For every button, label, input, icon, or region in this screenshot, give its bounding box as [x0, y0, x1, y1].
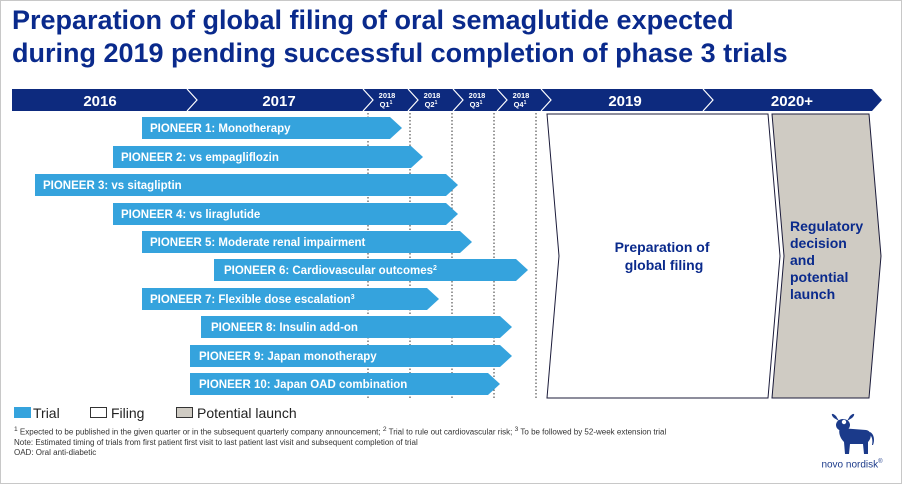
quarter-q2-text: Q2 [425, 100, 435, 109]
launch-label-line-5: launch [790, 286, 835, 302]
trial-arrow-3 [35, 174, 458, 196]
quarter-q3-sup: 1 [480, 100, 483, 106]
logo-registered-mark: ® [878, 459, 883, 465]
trial-arrow-7 [142, 288, 439, 310]
launch-chevron [771, 113, 882, 399]
launch-label-line-2: decision [790, 235, 847, 251]
trial-label-2: PIONEER 2: vs empagliflozin [121, 152, 279, 164]
trial-label-7: PIONEER 7: Flexible dose escalation3 [150, 294, 355, 306]
trial-label-4: PIONEER 4: vs liraglutide [121, 209, 260, 221]
timeline-separators [186, 88, 714, 112]
title-line-2: during 2019 pending successful completio… [12, 38, 788, 68]
quarter-q1-sup: 1 [390, 100, 393, 106]
filing-label-line-1: Preparation of [615, 239, 710, 255]
trial-arrow-1 [142, 117, 402, 139]
novo-nordisk-logo: novo nordisk® [812, 412, 892, 474]
launch-label: Regulatory decision and potential launch [790, 218, 867, 302]
trial-label-10: PIONEER 10: Japan OAD combination [199, 379, 407, 391]
filing-label: Preparation of global filing [615, 239, 714, 273]
quarter-q3-text: Q3 [470, 100, 480, 109]
filing-label-line-2: global filing [625, 257, 704, 273]
trial-label-4-text: PIONEER 4: vs liraglutide [121, 209, 260, 221]
trial-label-6-sup: 2 [433, 265, 437, 272]
year-2017: 2017 [262, 93, 295, 110]
logo-text: novo nordisk® [812, 459, 892, 470]
quarter-q2-label: Q21 [425, 100, 438, 109]
trial-arrow-6 [214, 259, 528, 281]
footnote-3-text: To be followed by 52-week extension tria… [518, 427, 667, 437]
footnote-line-2: Note: Estimated timing of trials from fi… [14, 437, 418, 447]
quarter-q3-year: 2018 [469, 91, 486, 100]
separator-q2 [452, 88, 464, 112]
separator-q1 [407, 88, 419, 112]
trial-arrow-2 [113, 146, 423, 168]
quarter-q1-year: 2018 [379, 91, 396, 100]
trial-arrow-9 [190, 345, 512, 367]
trial-arrow-10 [190, 373, 500, 395]
trial-label-7-sup: 3 [351, 294, 355, 301]
trial-arrow-4 [113, 203, 458, 225]
separator-2016 [186, 88, 198, 112]
footnote-2-text: Trial to rule out cardiovascular risk; [386, 427, 513, 437]
separator-2019 [702, 88, 714, 112]
year-2020-plus: 2020+ [771, 93, 813, 110]
legend-launch-swatch [176, 407, 193, 418]
legend-launch-label: Potential launch [197, 405, 297, 421]
trial-label-9: PIONEER 9: Japan monotherapy [199, 351, 377, 363]
year-2019: 2019 [608, 93, 641, 110]
trial-label-8: PIONEER 8: Insulin add-on [211, 322, 358, 334]
footnote-line-1: 1 Expected to be published in the given … [14, 425, 666, 438]
year-2016: 2016 [83, 93, 116, 110]
separator-2017 [362, 88, 374, 112]
separator-q4 [540, 88, 552, 112]
trial-arrow-8 [201, 316, 512, 338]
launch-label-line-3: and [790, 252, 815, 268]
timeline-diagram: 2016 2017 2018 Q11 2018 Q21 2018 Q31 201… [12, 88, 882, 400]
quarter-q3-label: Q31 [470, 100, 483, 109]
quarter-q4-label: Q41 [514, 100, 527, 109]
trial-label-5: PIONEER 5: Moderate renal impairment [150, 237, 366, 249]
trial-label-9-text: PIONEER 9: Japan monotherapy [199, 351, 377, 363]
launch-label-line-4: potential [790, 269, 848, 285]
apis-bull-icon [831, 413, 874, 454]
legend-trial-label: Trial [33, 405, 60, 421]
quarter-q1-text: Q1 [380, 100, 390, 109]
title-line-1: Preparation of global filing of oral sem… [12, 5, 734, 35]
quarter-q4-sup: 1 [524, 100, 527, 106]
footnotes: 1 Expected to be published in the given … [14, 425, 666, 458]
quarter-q1-label: Q11 [380, 100, 393, 109]
quarter-q4-text: Q4 [514, 100, 525, 109]
footnote-sup-1: 1 [14, 426, 18, 433]
trial-label-1: PIONEER 1: Monotherapy [150, 123, 291, 135]
trial-label-8-text: PIONEER 8: Insulin add-on [211, 322, 358, 334]
logo-wordmark: novo nordisk [821, 459, 879, 471]
trial-label-1-text: PIONEER 1: Monotherapy [150, 123, 291, 135]
timeline-bar [12, 89, 882, 111]
footnote-1-text: Expected to be published in the given qu… [17, 427, 381, 437]
quarter-q2-sup: 1 [435, 100, 438, 106]
separator-q3 [496, 88, 508, 112]
filing-chevron [546, 113, 781, 399]
trial-label-7-text: PIONEER 7: Flexible dose escalation [150, 294, 351, 306]
trial-arrows: PIONEER 1: Monotherapy PIONEER 2: vs emp… [35, 117, 528, 395]
quarter-q2-year: 2018 [424, 91, 441, 100]
quarter-q4-year: 2018 [513, 91, 530, 100]
legend-trial-swatch [14, 407, 31, 418]
trial-arrow-5 [142, 231, 472, 253]
trial-label-3-text: PIONEER 3: vs sitagliptin [43, 180, 182, 192]
trial-label-6-text: PIONEER 6: Cardiovascular outcomes [224, 265, 433, 277]
trial-label-5-text: PIONEER 5: Moderate renal impairment [150, 237, 366, 249]
trial-label-10-text: PIONEER 10: Japan OAD combination [199, 379, 407, 391]
footnote-line-3: OAD: Oral anti-diabetic [14, 447, 97, 457]
trial-label-3: PIONEER 3: vs sitagliptin [43, 180, 182, 192]
trial-label-6: PIONEER 6: Cardiovascular outcomes2 [224, 265, 437, 277]
legend-filing-swatch [90, 407, 107, 418]
trial-label-2-text: PIONEER 2: vs empagliflozin [121, 152, 279, 164]
launch-label-line-1: Regulatory [790, 218, 863, 234]
footnote-sup-2: 2 [382, 426, 387, 433]
slide-title: Preparation of global filing of oral sem… [12, 4, 897, 70]
legend-filing-label: Filing [111, 405, 145, 421]
footnote-sup-3: 3 [514, 426, 519, 433]
